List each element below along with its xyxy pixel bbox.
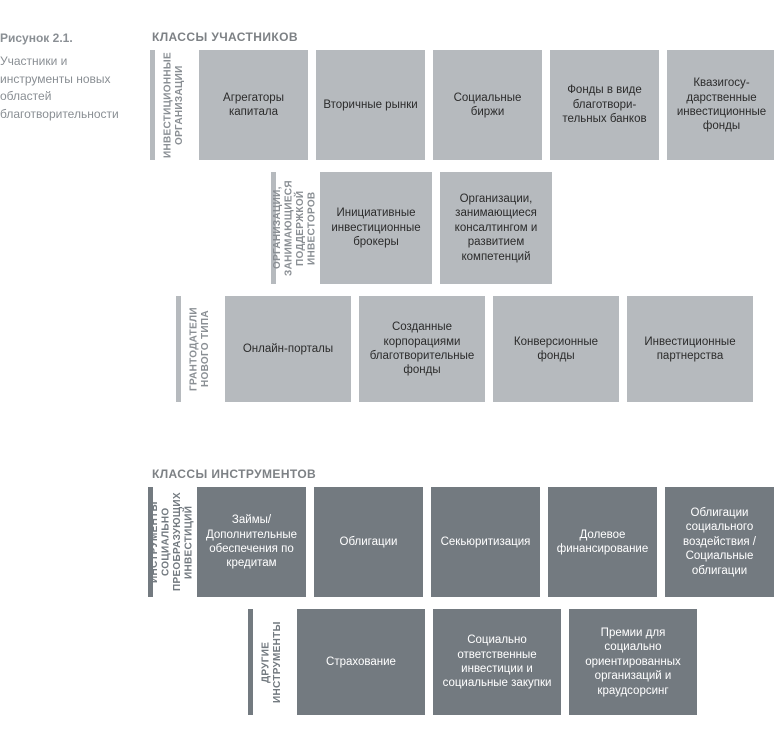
class-row: ИНВЕСТИЦИОННЫЕ ОРГАНИЗАЦИИАгрегаторы кап…: [150, 50, 774, 160]
row-boxes: Онлайн-порталыСозданные корпорациями бла…: [225, 296, 753, 402]
caption-title: Рисунок 2.1.: [0, 30, 140, 47]
row-boxes: Займы/ Дополнительные обеспечения по кре…: [197, 487, 774, 597]
class-row: ОРГАНИЗАЦИИ, ЗАНИМАЮЩИЕСЯ ПОДДЕРЖКОЙ ИНВ…: [271, 172, 552, 284]
category-box: Страхование: [297, 609, 425, 715]
row-boxes: Агрегаторы капиталаВторичные рынкиСоциал…: [199, 50, 774, 160]
section-title-instruments: КЛАССЫ ИНСТРУМЕНТОВ: [152, 467, 316, 481]
category-box: Премии для социально ориентированных орг…: [569, 609, 697, 715]
category-box: Облигации: [314, 487, 423, 597]
category-box: Онлайн-порталы: [225, 296, 351, 402]
category-box: Квазигосу­дарственные инвестицион­ные фо…: [667, 50, 774, 160]
row-vertical-label: ИНСТРУМЕНТЫ СОЦИАЛЬНО ПРЕОБРАЗУЮЩИХ ИНВЕ…: [153, 487, 191, 597]
row-vertical-label: ОРГАНИЗАЦИИ, ЗАНИМАЮЩИЕСЯ ПОДДЕРЖКОЙ ИНВ…: [276, 172, 314, 284]
class-row: ИНСТРУМЕНТЫ СОЦИАЛЬНО ПРЕОБРАЗУЮЩИХ ИНВЕ…: [148, 487, 774, 597]
category-box: Созданные корпорациями благотворительные…: [359, 296, 485, 402]
category-box: Фонды в виде благотвори­тельных банков: [550, 50, 659, 160]
row-boxes: Инициативные инвестиционные брокерыОрган…: [320, 172, 552, 284]
category-box: Займы/ Дополнительные обеспечения по кре…: [197, 487, 306, 597]
section-title-participants: КЛАССЫ УЧАСТНИКОВ: [152, 30, 298, 44]
class-row: ДРУГИЕ ИНСТРУМЕНТЫСтрахованиеСоциально о…: [248, 609, 697, 715]
row-vertical-label: ГРАНТОДАТЕЛИ НОВОГО ТИПА: [181, 296, 219, 402]
row-vertical-label: ИНВЕСТИЦИОННЫЕ ОРГАНИЗАЦИИ: [155, 50, 193, 160]
category-box: Долевое финансиро­вание: [548, 487, 657, 597]
category-box: Инвестиционные партнерства: [627, 296, 753, 402]
category-box: Инициативные инвестиционные брокеры: [320, 172, 432, 284]
category-box: Вторичные рынки: [316, 50, 425, 160]
category-box: Социальные биржи: [433, 50, 542, 160]
row-boxes: СтрахованиеСоциально ответственные инвес…: [297, 609, 697, 715]
caption-text: Участники и инструменты новых областей б…: [0, 53, 140, 123]
category-box: Социально ответственные инвестиции и соц…: [433, 609, 561, 715]
category-box: Организации, занимающиеся консалтингом и…: [440, 172, 552, 284]
class-row: ГРАНТОДАТЕЛИ НОВОГО ТИПАОнлайн-порталыСо…: [176, 296, 753, 402]
category-box: Облигации социального воздействия / Соци…: [665, 487, 774, 597]
category-box: Конверсионные фонды: [493, 296, 619, 402]
figure-caption: Рисунок 2.1. Участники и инструменты нов…: [0, 30, 140, 123]
category-box: Агрегаторы капитала: [199, 50, 308, 160]
category-box: Секью­ритизация: [431, 487, 540, 597]
row-vertical-label: ДРУГИЕ ИНСТРУМЕНТЫ: [253, 609, 291, 715]
figure-container: Рисунок 2.1. Участники и инструменты нов…: [0, 0, 774, 748]
